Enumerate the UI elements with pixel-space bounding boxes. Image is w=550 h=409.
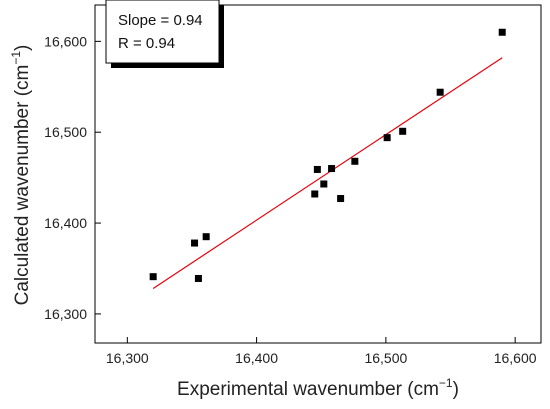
y-axis-ticks: 16,300 16,400 16,500 16,600 (44, 33, 101, 322)
y-tick-label: 16,500 (44, 124, 87, 140)
x-tick-label: 16,600 (494, 350, 537, 366)
x-axis-title: Experimental wavenumber (cm−1) (177, 376, 459, 400)
data-point (383, 134, 391, 142)
x-tick-label: 16,300 (106, 350, 149, 366)
data-point (149, 273, 157, 281)
data-point (313, 165, 321, 173)
data-point (320, 180, 328, 188)
x-tick-label: 16,500 (364, 350, 407, 366)
data-point (311, 190, 319, 198)
data-point (351, 157, 359, 165)
data-points (149, 28, 506, 282)
legend-box: Slope = 0.94 R = 0.94 (105, 0, 224, 68)
data-point (498, 28, 506, 36)
data-point (328, 165, 336, 173)
x-axis-ticks: 16,300 16,400 16,500 16,600 (106, 337, 537, 366)
regression-line (152, 57, 503, 289)
legend-r: R = 0.94 (118, 35, 175, 52)
data-point (202, 233, 210, 241)
y-axis-title: Calculated wavenumber (cm−1) (9, 45, 33, 306)
y-tick-label: 16,400 (44, 215, 87, 231)
data-point (436, 88, 444, 96)
y-tick-label: 16,300 (44, 306, 87, 322)
x-tick-label: 16,400 (235, 350, 278, 366)
data-point (337, 195, 345, 203)
data-point (399, 127, 407, 135)
legend-slope: Slope = 0.94 (118, 12, 203, 29)
plot-frame (94, 4, 542, 344)
data-point (194, 274, 202, 282)
y-tick-label: 16,600 (44, 33, 87, 49)
data-point (191, 239, 199, 247)
